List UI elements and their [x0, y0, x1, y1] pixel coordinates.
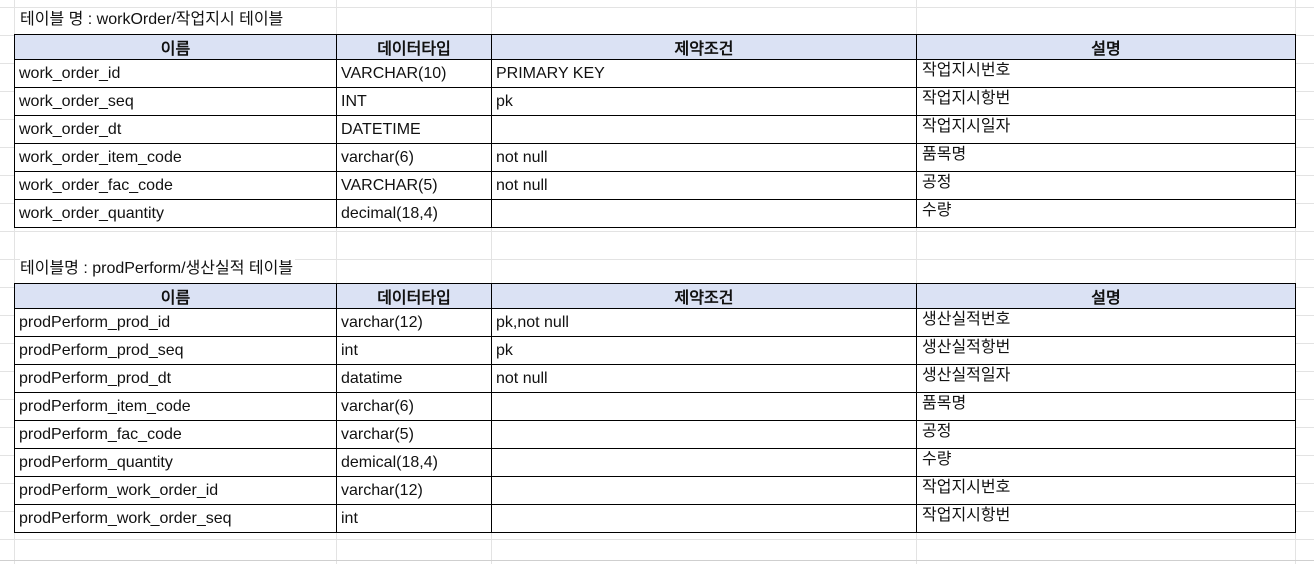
- cell-constraint[interactable]: [491, 476, 917, 505]
- sheet-bottom-border: [0, 560, 1314, 561]
- header-datatype[interactable]: 데이터타입: [336, 34, 492, 60]
- table-row: prodPerform_prod_seq int pk 생산실적항번: [14, 336, 1296, 365]
- work-order-table: 이름 데이터타입 제약조건 설명 work_order_id VARCHAR(1…: [14, 34, 1296, 228]
- cell-description[interactable]: 수량: [916, 448, 1296, 477]
- cell-description[interactable]: 생산실적번호: [916, 308, 1296, 337]
- cell-constraint[interactable]: pk,not null: [491, 308, 917, 337]
- cell-name[interactable]: prodPerform_fac_code: [14, 420, 337, 449]
- table-header-row: 이름 데이터타입 제약조건 설명: [14, 34, 1296, 60]
- cell-description[interactable]: 작업지시일자: [916, 115, 1296, 144]
- grid-column-line: [1295, 0, 1296, 564]
- grid-column-line: [336, 0, 337, 564]
- table-row: prodPerform_item_code varchar(6) 품목명: [14, 392, 1296, 421]
- cell-constraint[interactable]: [491, 392, 917, 421]
- grid-column-line: [491, 0, 492, 564]
- cell-constraint[interactable]: [491, 420, 917, 449]
- cell-name[interactable]: prodPerform_prod_dt: [14, 364, 337, 393]
- table-row: work_order_quantity decimal(18,4) 수량: [14, 199, 1296, 228]
- cell-name[interactable]: prodPerform_prod_seq: [14, 336, 337, 365]
- cell-datatype[interactable]: demical(18,4): [336, 448, 492, 477]
- cell-constraint[interactable]: not null: [491, 171, 917, 200]
- cell-description[interactable]: 품목명: [916, 143, 1296, 172]
- cell-datatype[interactable]: VARCHAR(5): [336, 171, 492, 200]
- cell-constraint[interactable]: [491, 504, 917, 533]
- cell-name[interactable]: prodPerform_prod_id: [14, 308, 337, 337]
- cell-description[interactable]: 작업지시번호: [916, 59, 1296, 88]
- cell-description[interactable]: 작업지시번호: [916, 476, 1296, 505]
- table-row: prodPerform_work_order_id varchar(12) 작업…: [14, 476, 1296, 505]
- cell-name[interactable]: work_order_fac_code: [14, 171, 337, 200]
- table-row: prodPerform_fac_code varchar(5) 공정: [14, 420, 1296, 449]
- cell-name[interactable]: prodPerform_work_order_id: [14, 476, 337, 505]
- cell-name[interactable]: prodPerform_item_code: [14, 392, 337, 421]
- grid-column-line: [14, 0, 15, 564]
- table-row: prodPerform_quantity demical(18,4) 수량: [14, 448, 1296, 477]
- cell-constraint[interactable]: not null: [491, 143, 917, 172]
- header-name[interactable]: 이름: [14, 283, 337, 309]
- table-header-row: 이름 데이터타입 제약조건 설명: [14, 283, 1296, 309]
- cell-datatype[interactable]: int: [336, 504, 492, 533]
- cell-description[interactable]: 품목명: [916, 392, 1296, 421]
- cell-name[interactable]: work_order_dt: [14, 115, 337, 144]
- table-row: work_order_item_code varchar(6) not null…: [14, 143, 1296, 172]
- cell-constraint[interactable]: PRIMARY KEY: [491, 59, 917, 88]
- table-row: prodPerform_work_order_seq int 작업지시항번: [14, 504, 1296, 533]
- cell-datatype[interactable]: INT: [336, 87, 492, 116]
- cell-name[interactable]: work_order_item_code: [14, 143, 337, 172]
- cell-description[interactable]: 작업지시항번: [916, 87, 1296, 116]
- cell-constraint[interactable]: not null: [491, 364, 917, 393]
- cell-constraint[interactable]: [491, 448, 917, 477]
- cell-datatype[interactable]: varchar(12): [336, 308, 492, 337]
- cell-constraint[interactable]: [491, 115, 917, 144]
- header-constraint[interactable]: 제약조건: [491, 34, 917, 60]
- cell-constraint[interactable]: [491, 199, 917, 228]
- cell-constraint[interactable]: pk: [491, 336, 917, 365]
- table-row: work_order_dt DATETIME 작업지시일자: [14, 115, 1296, 144]
- cell-name[interactable]: work_order_seq: [14, 87, 337, 116]
- cell-datatype[interactable]: varchar(5): [336, 420, 492, 449]
- table-title-prod-perform[interactable]: 테이블명 : prodPerform/생산실적 테이블: [20, 257, 296, 281]
- table-row: prodPerform_prod_id varchar(12) pk,not n…: [14, 308, 1296, 337]
- cell-datatype[interactable]: varchar(12): [336, 476, 492, 505]
- header-description[interactable]: 설명: [916, 283, 1296, 309]
- table-row: prodPerform_prod_dt datatime not null 생산…: [14, 364, 1296, 393]
- header-description[interactable]: 설명: [916, 34, 1296, 60]
- cell-datatype[interactable]: VARCHAR(10): [336, 59, 492, 88]
- cell-description[interactable]: 공정: [916, 420, 1296, 449]
- table-title-work-order[interactable]: 테이블 명 : workOrder/작업지시 테이블: [20, 8, 286, 32]
- cell-description[interactable]: 작업지시항번: [916, 504, 1296, 533]
- cell-constraint[interactable]: pk: [491, 87, 917, 116]
- table-row: work_order_seq INT pk 작업지시항번: [14, 87, 1296, 116]
- header-name[interactable]: 이름: [14, 34, 337, 60]
- cell-description[interactable]: 생산실적항번: [916, 336, 1296, 365]
- grid-column-line: [916, 0, 917, 564]
- cell-datatype[interactable]: varchar(6): [336, 143, 492, 172]
- cell-description[interactable]: 수량: [916, 199, 1296, 228]
- cell-datatype[interactable]: varchar(6): [336, 392, 492, 421]
- header-datatype[interactable]: 데이터타입: [336, 283, 492, 309]
- cell-description[interactable]: 생산실적일자: [916, 364, 1296, 393]
- cell-name[interactable]: prodPerform_work_order_seq: [14, 504, 337, 533]
- cell-name[interactable]: work_order_id: [14, 59, 337, 88]
- cell-datatype[interactable]: decimal(18,4): [336, 199, 492, 228]
- cell-description[interactable]: 공정: [916, 171, 1296, 200]
- cell-datatype[interactable]: datatime: [336, 364, 492, 393]
- cell-name[interactable]: prodPerform_quantity: [14, 448, 337, 477]
- cell-name[interactable]: work_order_quantity: [14, 199, 337, 228]
- prod-perform-table: 이름 데이터타입 제약조건 설명 prodPerform_prod_id var…: [14, 283, 1296, 533]
- table-row: work_order_id VARCHAR(10) PRIMARY KEY 작업…: [14, 59, 1296, 88]
- cell-datatype[interactable]: DATETIME: [336, 115, 492, 144]
- header-constraint[interactable]: 제약조건: [491, 283, 917, 309]
- cell-datatype[interactable]: int: [336, 336, 492, 365]
- table-row: work_order_fac_code VARCHAR(5) not null …: [14, 171, 1296, 200]
